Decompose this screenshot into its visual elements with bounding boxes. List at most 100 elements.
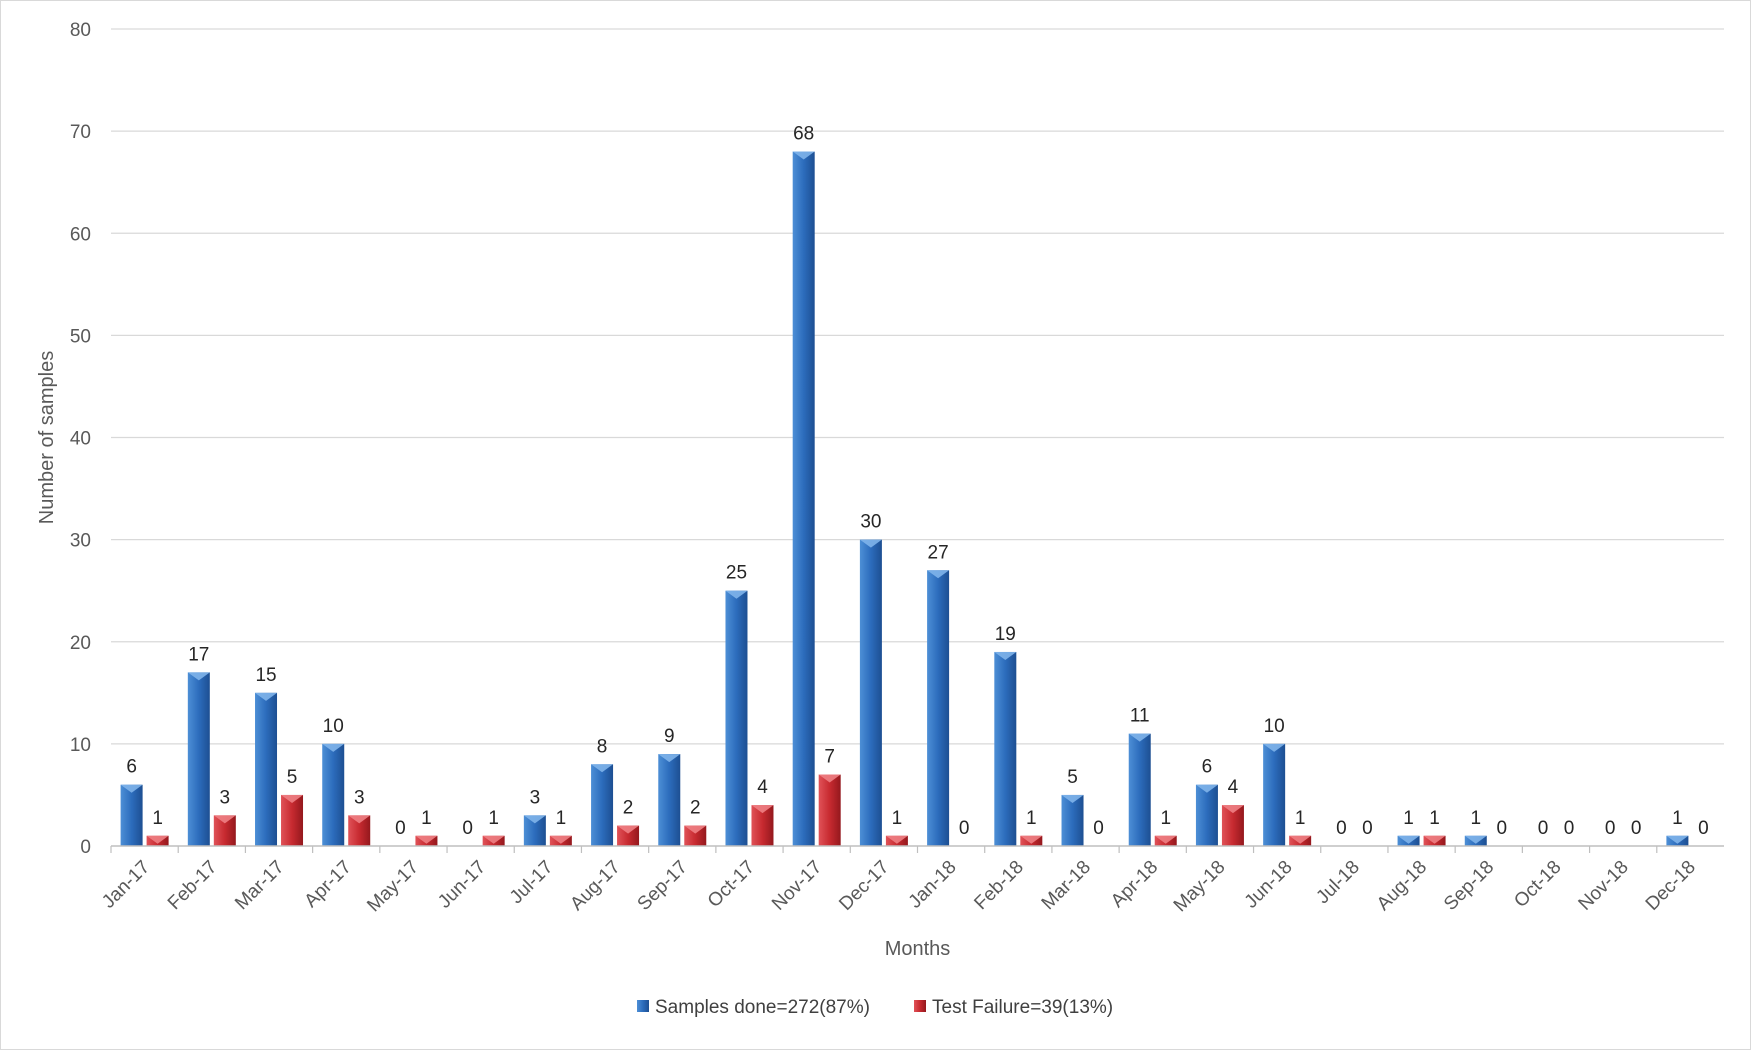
bars	[120, 151, 1689, 847]
x-tick-label: Dec-18	[1642, 857, 1700, 915]
y-axis-ticks: 0 10 20 30 40 50 60 70 80	[70, 20, 91, 858]
x-axis-title: Months	[885, 938, 951, 960]
data-label: 0	[1362, 818, 1373, 839]
data-label: 1	[556, 808, 567, 829]
x-tick-label: Jul-18	[1312, 857, 1363, 908]
data-label: 27	[928, 542, 949, 563]
x-tick-label: May-18	[1170, 857, 1230, 917]
x-tick-label: Oct-17	[704, 857, 759, 912]
data-label: 5	[1067, 767, 1078, 788]
bar-cap	[1289, 835, 1312, 844]
data-label: 1	[421, 808, 432, 829]
data-label: 17	[188, 644, 209, 665]
bar-samples-done	[591, 764, 614, 846]
x-tick-label: Aug-18	[1373, 857, 1431, 915]
bar-cap	[120, 784, 143, 793]
bar-test-failure	[348, 815, 371, 846]
data-label: 4	[1228, 777, 1239, 798]
data-label: 0	[1496, 818, 1507, 839]
bar-cap	[885, 835, 908, 844]
data-label: 3	[220, 787, 231, 808]
x-tick-label: Sep-18	[1440, 857, 1498, 915]
bar-samples-done	[927, 570, 950, 846]
bar-cap	[818, 774, 841, 783]
bar-cap	[1195, 784, 1218, 793]
bar-cap	[1263, 743, 1286, 752]
bar-cap	[792, 151, 815, 160]
data-label: 6	[126, 757, 137, 778]
data-label: 6	[1202, 757, 1213, 778]
y-tick-label: 10	[70, 735, 91, 756]
bar-samples-done	[725, 590, 748, 846]
data-label: 0	[395, 818, 406, 839]
bar-cap	[482, 835, 505, 844]
data-label: 1	[1672, 808, 1683, 829]
data-label: 0	[1336, 818, 1347, 839]
y-tick-label: 70	[70, 122, 91, 143]
data-label: 0	[1631, 818, 1642, 839]
gridlines	[111, 28, 1724, 745]
bar-samples-done	[859, 539, 882, 846]
data-label: 1	[1429, 808, 1440, 829]
x-tick-label: Nov-18	[1575, 857, 1633, 915]
x-tick-label: Apr-18	[1107, 857, 1162, 912]
data-label: 0	[1093, 818, 1104, 839]
data-label: 1	[1403, 808, 1414, 829]
bar-cap	[415, 835, 438, 844]
data-label: 11	[1130, 706, 1150, 727]
bar-cap	[187, 672, 210, 681]
data-label: 7	[824, 747, 835, 768]
bar-cap	[1154, 835, 1177, 844]
y-axis-title: Number of samples	[36, 351, 58, 524]
x-tick-label: Jan-17	[98, 857, 154, 913]
data-label: 3	[530, 787, 541, 808]
data-label: 0	[1698, 818, 1709, 839]
y-tick-label: 30	[70, 531, 91, 552]
bar-cap	[1128, 733, 1151, 742]
bar-test-failure	[751, 805, 774, 846]
data-label: 68	[793, 124, 814, 145]
x-tick-label: Mar-18	[1038, 857, 1095, 914]
x-tick-label: Mar-17	[231, 857, 288, 914]
data-label: 8	[597, 736, 608, 757]
data-label: 0	[1605, 818, 1616, 839]
bar-test-failure	[1221, 805, 1244, 846]
bar-test-failure	[617, 825, 640, 846]
bar-samples-done	[658, 754, 681, 846]
bar-cap	[994, 651, 1017, 660]
x-tick-label: Nov-17	[768, 857, 826, 915]
data-label: 1	[152, 808, 163, 829]
x-tick-label: Feb-18	[970, 857, 1027, 914]
bar-samples-done	[792, 151, 815, 847]
y-tick-label: 20	[70, 633, 91, 654]
data-label: 15	[255, 665, 276, 686]
y-tick-label: 80	[70, 20, 91, 41]
data-label: 1	[1160, 808, 1171, 829]
bar-cap	[725, 590, 748, 599]
bar-cap	[927, 570, 950, 579]
x-tick-label: Dec-17	[835, 857, 893, 915]
legend: Samples done=272(87%) Test Failure=39(13%…	[637, 997, 1113, 1018]
bar-cap	[1061, 794, 1084, 803]
bar-samples-done	[1128, 733, 1151, 846]
data-label: 0	[959, 818, 970, 839]
data-label: 1	[1295, 808, 1306, 829]
legend-swatch	[637, 1000, 649, 1012]
data-label: 19	[995, 624, 1016, 645]
data-label: 1	[1026, 808, 1037, 829]
bar-samples-done	[187, 672, 210, 846]
data-label: 0	[1564, 818, 1575, 839]
x-tick-label: May-17	[363, 857, 423, 917]
y-tick-label: 50	[70, 326, 91, 347]
bar-test-failure	[213, 815, 236, 846]
data-label: 2	[690, 798, 701, 819]
data-label: 2	[623, 798, 634, 819]
bar-cap	[1397, 835, 1420, 844]
legend-label: Samples done=272(87%)	[655, 997, 870, 1018]
bar-cap	[348, 815, 371, 824]
x-tick-label: Jun-17	[434, 857, 490, 913]
data-label: 1	[488, 808, 499, 829]
bar-cap	[617, 825, 640, 834]
